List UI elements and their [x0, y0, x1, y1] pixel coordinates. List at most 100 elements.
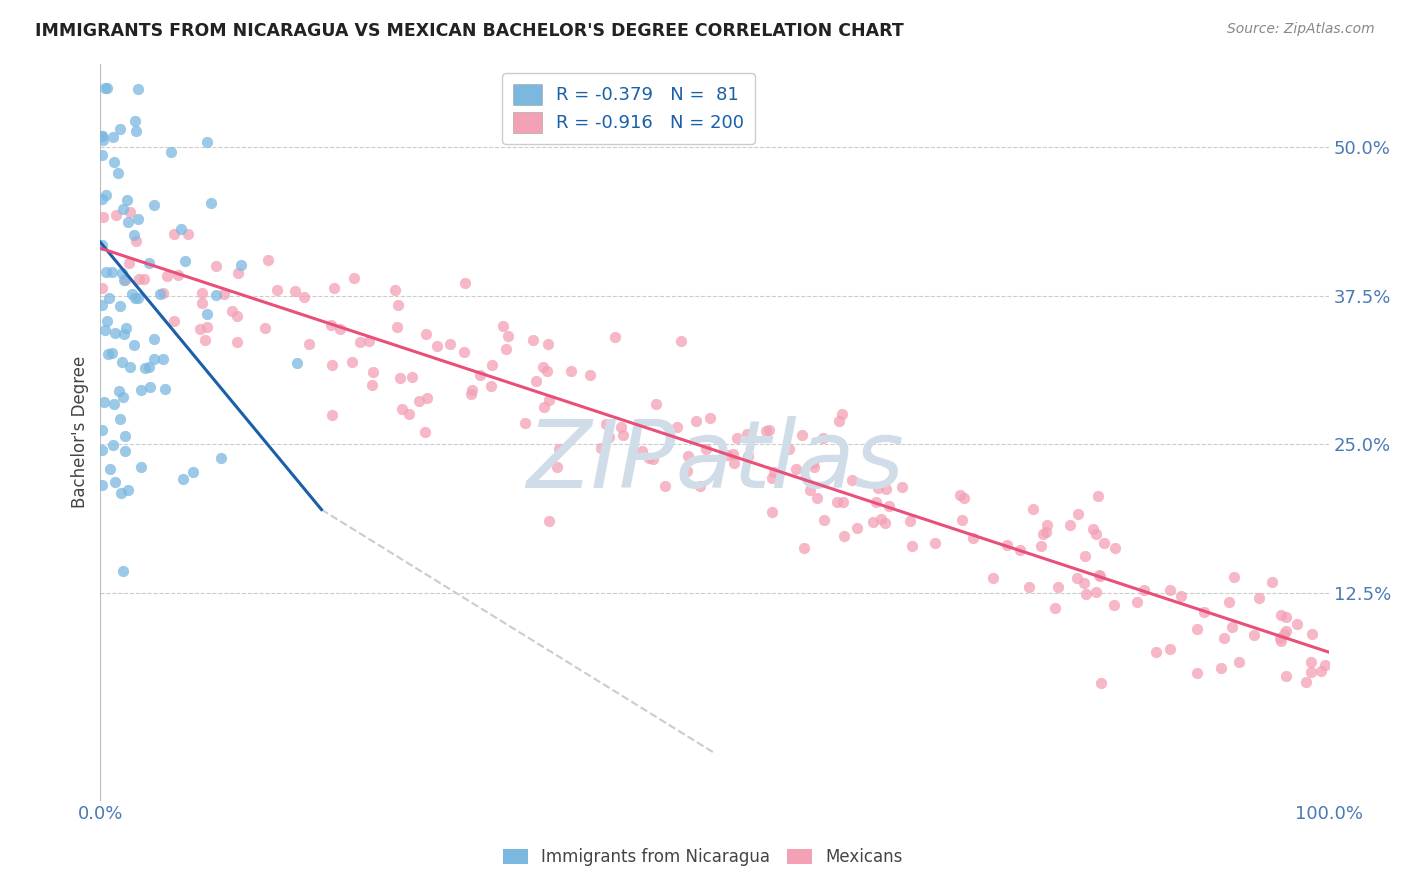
Point — [104, 326, 127, 340]
Point — [229, 259, 252, 273]
Point — [212, 287, 235, 301]
Point — [120, 204, 142, 219]
Point — [211, 451, 233, 466]
Point — [112, 327, 135, 342]
Point — [763, 465, 786, 479]
Point — [110, 299, 132, 313]
Point — [1073, 576, 1095, 591]
Point — [641, 452, 664, 467]
Point — [832, 494, 855, 508]
Point — [101, 129, 124, 144]
Point — [997, 538, 1019, 552]
Point — [879, 499, 901, 513]
Point — [111, 355, 134, 369]
Point — [153, 383, 176, 397]
Point — [139, 380, 162, 394]
Point — [676, 449, 699, 463]
Point — [832, 529, 855, 543]
Point — [496, 329, 519, 343]
Point — [1035, 525, 1057, 540]
Point — [90, 442, 112, 457]
Point — [117, 215, 139, 229]
Point — [415, 326, 437, 341]
Point — [114, 429, 136, 443]
Point — [188, 322, 211, 336]
Point — [200, 196, 222, 211]
Point — [163, 227, 186, 242]
Point — [1090, 675, 1112, 690]
Point — [132, 272, 155, 286]
Point — [689, 479, 711, 493]
Legend: Immigrants from Nicaragua, Mexicans: Immigrants from Nicaragua, Mexicans — [496, 842, 910, 873]
Point — [142, 351, 165, 366]
Point — [1249, 591, 1271, 606]
Point — [90, 128, 112, 143]
Point — [90, 477, 112, 491]
Point — [1192, 606, 1215, 620]
Point — [1032, 527, 1054, 541]
Point — [723, 456, 745, 470]
Point — [827, 495, 849, 509]
Point — [862, 515, 884, 529]
Point — [107, 166, 129, 180]
Point — [522, 333, 544, 347]
Point — [96, 314, 118, 328]
Point — [266, 283, 288, 297]
Point — [828, 413, 851, 427]
Point — [1074, 549, 1097, 563]
Point — [785, 462, 807, 476]
Point — [1301, 655, 1323, 669]
Point — [1022, 502, 1045, 516]
Point — [101, 438, 124, 452]
Point — [108, 412, 131, 426]
Point — [191, 285, 214, 300]
Point — [950, 513, 973, 527]
Point — [610, 419, 633, 434]
Point — [1084, 527, 1107, 541]
Point — [104, 475, 127, 489]
Point — [361, 365, 384, 379]
Point — [901, 539, 924, 553]
Point — [117, 483, 139, 498]
Point — [439, 337, 461, 351]
Point — [695, 442, 717, 457]
Point — [591, 441, 613, 455]
Point — [676, 464, 699, 478]
Point — [205, 287, 228, 301]
Point — [90, 192, 112, 206]
Point — [612, 427, 634, 442]
Point — [1104, 541, 1126, 555]
Point — [384, 283, 406, 297]
Text: Source: ZipAtlas.com: Source: ZipAtlas.com — [1227, 22, 1375, 37]
Point — [1133, 583, 1156, 598]
Point — [1046, 580, 1069, 594]
Point — [205, 260, 228, 274]
Point — [453, 345, 475, 359]
Point — [103, 155, 125, 169]
Point — [94, 265, 117, 279]
Point — [790, 428, 813, 442]
Point — [669, 334, 692, 348]
Point — [160, 145, 183, 159]
Point — [461, 383, 484, 397]
Point — [96, 347, 118, 361]
Point — [98, 291, 121, 305]
Point — [194, 333, 217, 347]
Point — [631, 444, 654, 458]
Point — [221, 304, 243, 318]
Point — [91, 281, 114, 295]
Point — [1159, 642, 1181, 657]
Point — [349, 334, 371, 349]
Point — [595, 417, 617, 431]
Point — [114, 443, 136, 458]
Point — [1218, 594, 1240, 608]
Point — [117, 256, 139, 270]
Point — [1274, 669, 1296, 683]
Point — [100, 265, 122, 279]
Point — [479, 379, 502, 393]
Point — [1270, 634, 1292, 648]
Point — [981, 571, 1004, 585]
Point — [1223, 570, 1246, 584]
Point — [865, 495, 887, 509]
Point — [195, 320, 218, 334]
